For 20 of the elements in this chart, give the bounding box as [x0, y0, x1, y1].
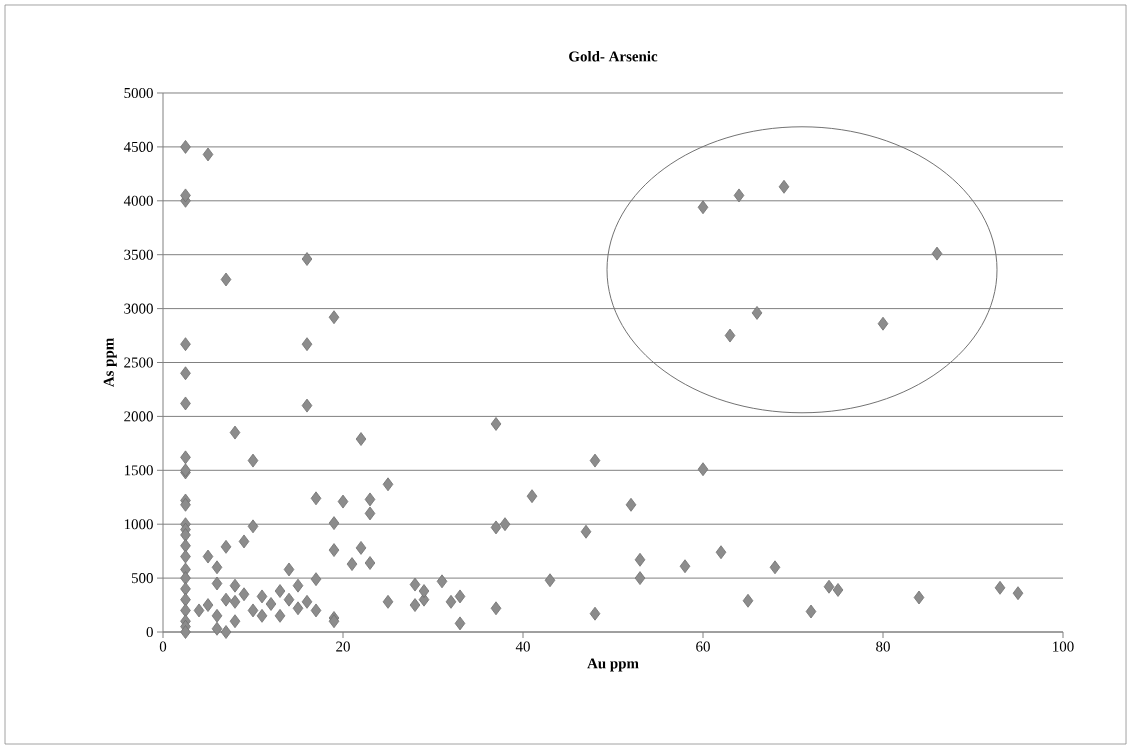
x-tick-label: 20: [336, 641, 350, 652]
x-tick-label: 100: [1053, 641, 1074, 652]
y-tick-label: 3500: [124, 249, 153, 260]
x-tick-label: 0: [159, 641, 167, 652]
y-axis-title: As ppm: [103, 338, 117, 388]
y-tick-label: 4000: [123, 195, 153, 206]
x-tick-label: 60: [696, 641, 710, 652]
y-tick-label: 4500: [123, 141, 153, 152]
x-tick-label: 40: [515, 641, 530, 652]
y-tick-label: 5000: [124, 87, 153, 99]
y-tick-label: 2500: [124, 357, 153, 368]
y-tick-label: 3000: [124, 303, 153, 314]
y-tick-label: 1000: [124, 519, 153, 530]
y-tick-label: 1500: [124, 465, 153, 476]
x-tick-label: 80: [876, 641, 890, 652]
y-tick-label: 0: [146, 626, 153, 638]
x-axis-title: Au ppm: [587, 658, 639, 672]
y-tick-label: 2000: [124, 411, 153, 422]
chart-title: Gold- Arsenic: [569, 50, 658, 62]
y-tick-label: 500: [131, 573, 153, 584]
